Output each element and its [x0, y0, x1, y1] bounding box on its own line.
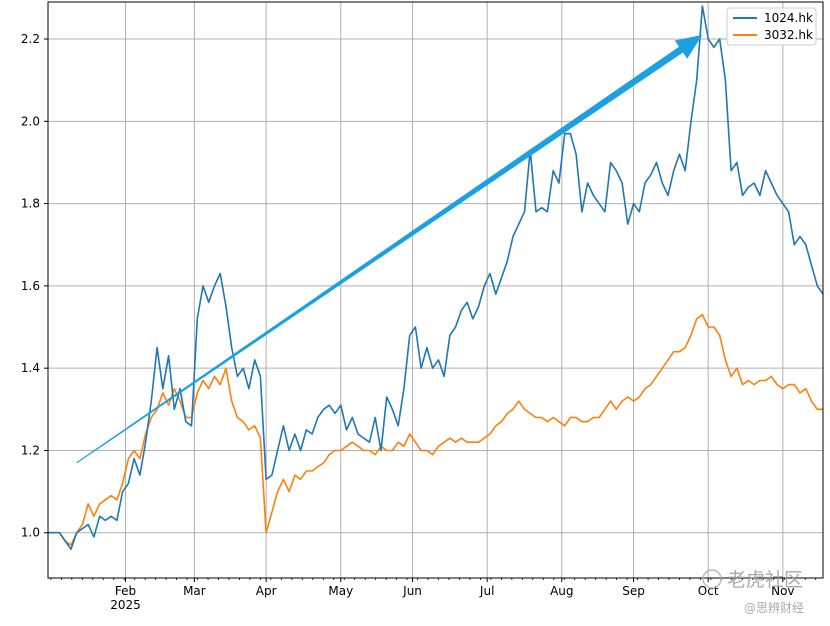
- grid-lines: [48, 2, 823, 578]
- trend-arrow: [76, 34, 703, 464]
- watermark: 老虎社区 @思辨财经: [702, 569, 804, 615]
- legend-label-1024: 1024.hk: [764, 11, 813, 25]
- x-year-label: 2025: [110, 598, 141, 612]
- x-tick-label: Sep: [622, 584, 645, 598]
- x-tick-label: May: [328, 584, 353, 598]
- x-tick-label: Mar: [183, 584, 206, 598]
- x-tick-label: Jul: [479, 584, 494, 598]
- y-tick-label: 1.2: [21, 443, 40, 457]
- series-layer: [48, 5, 823, 551]
- y-axis: 1.0 1.2 1.4 1.6 1.8 2.0 2.2: [21, 32, 48, 540]
- y-tick-label: 2.0: [21, 114, 40, 128]
- x-axis: Feb Mar Apr May Jun Jul Aug Sep Oct Nov 2025: [50, 578, 817, 612]
- y-tick-label: 1.0: [21, 526, 40, 540]
- watermark-logo-icon: [702, 569, 722, 589]
- annotation-layer: [76, 34, 703, 464]
- y-tick-label: 1.4: [21, 361, 40, 375]
- series-line-1024.hk: [48, 5, 823, 551]
- y-tick-label: 2.2: [21, 32, 40, 46]
- watermark-author: @思辨财经: [744, 601, 804, 615]
- x-tick-label: Apr: [256, 584, 277, 598]
- y-tick-label: 1.8: [21, 197, 40, 211]
- x-tick-label: Oct: [698, 584, 719, 598]
- x-tick-label: Jun: [402, 584, 422, 598]
- legend: 1024.hk 3032.hk: [726, 7, 817, 46]
- plot-frame: [47, 1, 824, 579]
- x-tick-label: Aug: [550, 584, 573, 598]
- x-tick-label: Nov: [771, 584, 794, 598]
- legend-label-3032: 3032.hk: [764, 28, 813, 42]
- y-tick-label: 1.6: [21, 279, 40, 293]
- x-tick-label: Feb: [115, 584, 136, 598]
- watermark-brand: 老虎社区: [727, 569, 803, 591]
- series-line-3032.hk: [48, 313, 823, 546]
